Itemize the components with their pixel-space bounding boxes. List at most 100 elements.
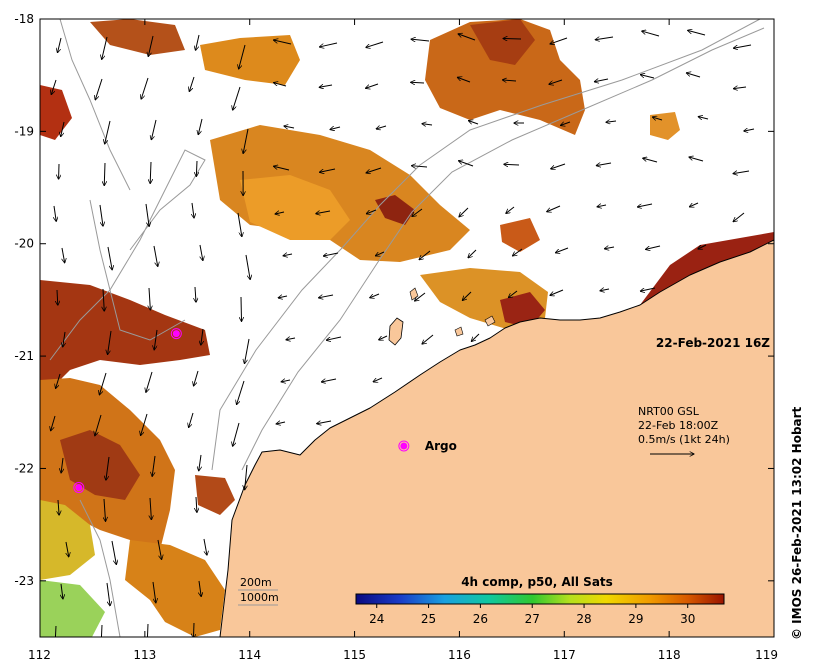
- current-vector: [379, 335, 388, 340]
- current-vector: [61, 583, 63, 599]
- current-vector: [459, 161, 474, 167]
- current-vector: [189, 412, 194, 427]
- y-tick-label: -23: [14, 574, 34, 588]
- sst-patch: [200, 35, 300, 85]
- current-vector: [106, 582, 110, 606]
- current-vector: [150, 497, 151, 520]
- current-vector: [189, 76, 195, 91]
- contour-western: [59, 19, 131, 191]
- x-tick-label: 115: [343, 648, 366, 662]
- current-vector: [198, 118, 203, 135]
- current-vector: [199, 580, 201, 597]
- current-vector: [370, 293, 380, 298]
- current-vector: [733, 87, 747, 89]
- x-tick-label: 119: [755, 648, 778, 662]
- current-vector: [284, 126, 295, 128]
- current-vector: [55, 625, 56, 637]
- current-vector: [278, 296, 288, 298]
- current-vector: [63, 331, 65, 347]
- current-vector: [462, 291, 472, 300]
- current-vector: [468, 121, 479, 125]
- current-vector: [686, 73, 701, 78]
- float-marker-ring: [170, 328, 182, 340]
- current-vector: [95, 414, 102, 436]
- sst-patch: [470, 19, 535, 65]
- current-vector: [604, 247, 615, 249]
- current-vector: [283, 254, 293, 256]
- colorbar-tick-label: 27: [525, 612, 540, 626]
- current-vector: [141, 77, 149, 99]
- colorbar-tick-label: 25: [421, 612, 436, 626]
- current-vector: [102, 36, 108, 59]
- current-vector: [274, 40, 292, 45]
- current-vector: [551, 163, 566, 169]
- current-vector: [281, 380, 291, 382]
- argo-marker-ring: [398, 440, 410, 452]
- imos-credit: © IMOS 26-Feb-2021 13:02 Hobart: [790, 406, 804, 640]
- float-marker: [73, 482, 85, 494]
- current-vector: [192, 202, 194, 218]
- current-vector: [646, 245, 661, 249]
- contour-exmouth: [109, 149, 206, 341]
- current-vector: [233, 86, 241, 110]
- current-vector: [373, 377, 383, 382]
- x-tick-label: 118: [658, 648, 681, 662]
- current-vector: [412, 166, 428, 167]
- current-vector: [457, 77, 471, 83]
- current-vector: [595, 36, 614, 40]
- current-vector: [317, 421, 332, 424]
- current-vector: [106, 456, 110, 480]
- current-vector: [54, 205, 56, 221]
- sst-patch: [40, 85, 72, 140]
- current-vector: [152, 455, 156, 476]
- current-vector: [375, 251, 385, 256]
- current-vector: [376, 126, 387, 129]
- float-marker-dot: [172, 330, 180, 338]
- current-vector: [61, 121, 65, 137]
- current-vector: [199, 244, 203, 261]
- depth-legend-200m: 200m: [240, 576, 272, 589]
- current-vector: [652, 117, 663, 120]
- map-timestamp: 22-Feb-2021 16Z: [656, 336, 770, 350]
- australia-land: [219, 239, 774, 637]
- current-vector: [154, 329, 158, 350]
- current-vector: [108, 330, 112, 354]
- current-vector: [637, 203, 653, 207]
- current-vector: [733, 171, 750, 174]
- sst-patch: [375, 195, 415, 225]
- current-legend-line1: NRT00 GSL: [638, 405, 700, 418]
- argo-marker-dot: [400, 442, 408, 450]
- x-tick-label: 117: [553, 648, 576, 662]
- float-marker: [170, 328, 182, 340]
- y-tick-label: -21: [14, 349, 34, 363]
- current-vector: [237, 212, 242, 237]
- current-vector: [273, 166, 290, 171]
- current-vector: [412, 208, 423, 216]
- current-vector: [275, 212, 285, 214]
- current-vector: [316, 211, 331, 214]
- current-vector: [642, 31, 660, 37]
- current-vector: [193, 622, 194, 637]
- current-vector: [561, 122, 571, 125]
- contour-200m: [241, 27, 765, 471]
- colorbar-tick-label: 24: [369, 612, 384, 626]
- current-vector: [51, 79, 57, 95]
- current-vectors: [51, 30, 755, 637]
- current-vector: [61, 457, 63, 473]
- current-vector: [319, 42, 338, 47]
- current-vector: [319, 168, 336, 172]
- argo-label: Argo: [425, 439, 457, 453]
- current-vector: [95, 78, 103, 100]
- current-vector: [152, 581, 156, 603]
- current-vector: [504, 164, 520, 165]
- current-vector: [196, 34, 200, 50]
- current-vector: [468, 249, 477, 258]
- current-vector: [555, 247, 569, 253]
- current-vector: [733, 44, 752, 48]
- current-vector: [201, 328, 203, 345]
- current-vector: [51, 415, 56, 431]
- contour-offshore: [49, 199, 111, 361]
- current-vector: [194, 370, 199, 386]
- current-vector: [508, 290, 518, 298]
- current-vector: [196, 160, 197, 176]
